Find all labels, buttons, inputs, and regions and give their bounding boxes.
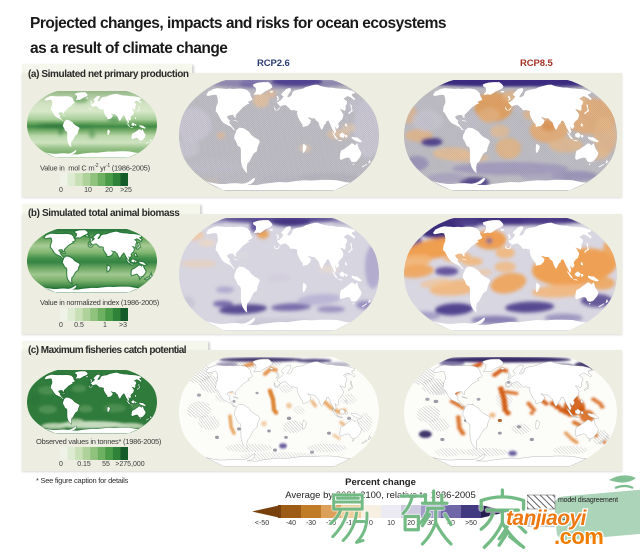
svg-text:.com: .com <box>554 524 603 549</box>
svg-text:tanjiaoyi: tanjiaoyi <box>506 507 588 530</box>
